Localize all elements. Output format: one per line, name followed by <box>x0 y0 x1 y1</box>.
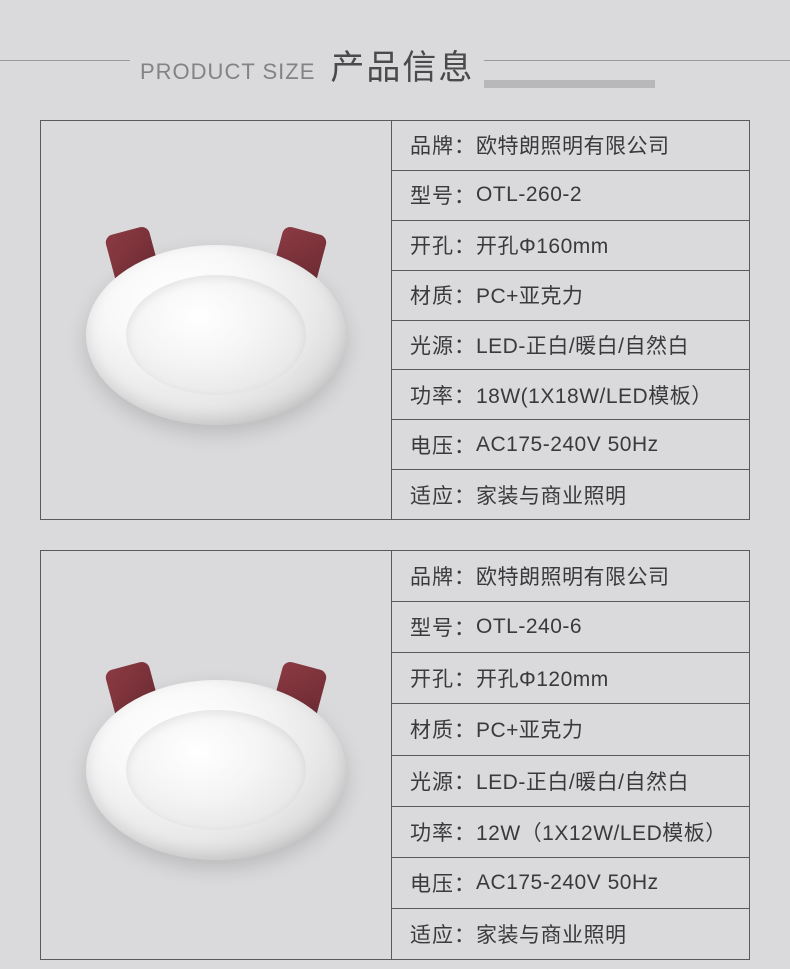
spec-value: PC+亚克力 <box>476 280 583 310</box>
spec-row-hole: 开孔： 开孔Φ120mm <box>392 653 749 704</box>
spec-label: 材质： <box>410 280 476 310</box>
spec-label: 开孔： <box>410 230 476 260</box>
spec-label: 电压： <box>410 868 476 898</box>
spec-value: 12W（1X12W/LED模板） <box>476 817 727 847</box>
spec-label: 材质： <box>410 714 476 744</box>
spec-label: 光源： <box>410 330 476 360</box>
spec-label: 型号： <box>410 612 476 642</box>
spec-row-material: 材质： PC+亚克力 <box>392 271 749 321</box>
product-card: OTL 品牌： 欧特朗照明有限公司 型号： OTL-260-2 开孔： 开孔Φ1… <box>40 120 750 520</box>
product-image: OTL <box>41 121 391 519</box>
spec-row-application: 适应： 家装与商业照明 <box>392 909 749 959</box>
product-card: OTL 品牌： 欧特朗照明有限公司 型号： OTL-240-6 开孔： 开孔Φ1… <box>40 550 750 960</box>
spec-value: LED-正白/暖白/自然白 <box>476 766 689 796</box>
spec-value: 开孔Φ160mm <box>476 230 609 260</box>
product-image: OTL <box>41 551 391 959</box>
spec-label: 功率： <box>410 817 476 847</box>
spec-value: PC+亚克力 <box>476 714 583 744</box>
light-diffuser <box>126 710 306 830</box>
spec-row-voltage: 电压： AC175-240V 50Hz <box>392 858 749 909</box>
spec-label: 适应： <box>410 919 476 949</box>
spec-value: 欧特朗照明有限公司 <box>476 130 670 160</box>
spec-label: 电压： <box>410 430 476 460</box>
spec-value: AC175-240V 50Hz <box>476 871 659 895</box>
spec-row-brand: 品牌： 欧特朗照明有限公司 <box>392 551 749 602</box>
spec-label: 型号： <box>410 180 476 210</box>
downlight-illustration: OTL <box>81 220 351 420</box>
header-subtitle: PRODUCT SIZE <box>140 59 315 85</box>
spec-value: 欧特朗照明有限公司 <box>476 561 670 591</box>
spec-value: 家装与商业照明 <box>476 480 627 510</box>
spec-list: 品牌： 欧特朗照明有限公司 型号： OTL-240-6 开孔： 开孔Φ120mm… <box>391 551 749 959</box>
spec-row-power: 功率： 18W(1X18W/LED模板） <box>392 370 749 420</box>
page-header: PRODUCT SIZE 产品信息 <box>0 0 790 90</box>
spec-row-hole: 开孔： 开孔Φ160mm <box>392 221 749 271</box>
spec-row-model: 型号： OTL-260-2 <box>392 171 749 221</box>
spec-value: OTL-240-6 <box>476 615 582 639</box>
spec-label: 适应： <box>410 480 476 510</box>
header-title: 产品信息 <box>330 40 474 89</box>
spec-row-application: 适应： 家装与商业照明 <box>392 470 749 519</box>
spec-row-model: 型号： OTL-240-6 <box>392 602 749 653</box>
spec-value: OTL-260-2 <box>476 183 582 207</box>
spec-row-material: 材质： PC+亚克力 <box>392 704 749 755</box>
spec-value: AC175-240V 50Hz <box>476 433 659 457</box>
spec-row-voltage: 电压： AC175-240V 50Hz <box>392 420 749 470</box>
spec-label: 开孔： <box>410 663 476 693</box>
spec-label: 品牌： <box>410 561 476 591</box>
spec-row-light-source: 光源： LED-正白/暖白/自然白 <box>392 756 749 807</box>
spec-row-brand: 品牌： 欧特朗照明有限公司 <box>392 121 749 171</box>
spec-row-power: 功率： 12W（1X12W/LED模板） <box>392 807 749 858</box>
spec-value: 家装与商业照明 <box>476 919 627 949</box>
spec-row-light-source: 光源： LED-正白/暖白/自然白 <box>392 321 749 371</box>
spec-value: 18W(1X18W/LED模板） <box>476 380 713 410</box>
spec-label: 功率： <box>410 380 476 410</box>
spec-value: 开孔Φ120mm <box>476 663 609 693</box>
spec-label: 光源： <box>410 766 476 796</box>
header-text-block: PRODUCT SIZE 产品信息 <box>130 40 484 89</box>
downlight-illustration: OTL <box>81 655 351 855</box>
spec-list: 品牌： 欧特朗照明有限公司 型号： OTL-260-2 开孔： 开孔Φ160mm… <box>391 121 749 519</box>
spec-label: 品牌： <box>410 130 476 160</box>
light-diffuser <box>126 275 306 395</box>
spec-value: LED-正白/暖白/自然白 <box>476 330 689 360</box>
